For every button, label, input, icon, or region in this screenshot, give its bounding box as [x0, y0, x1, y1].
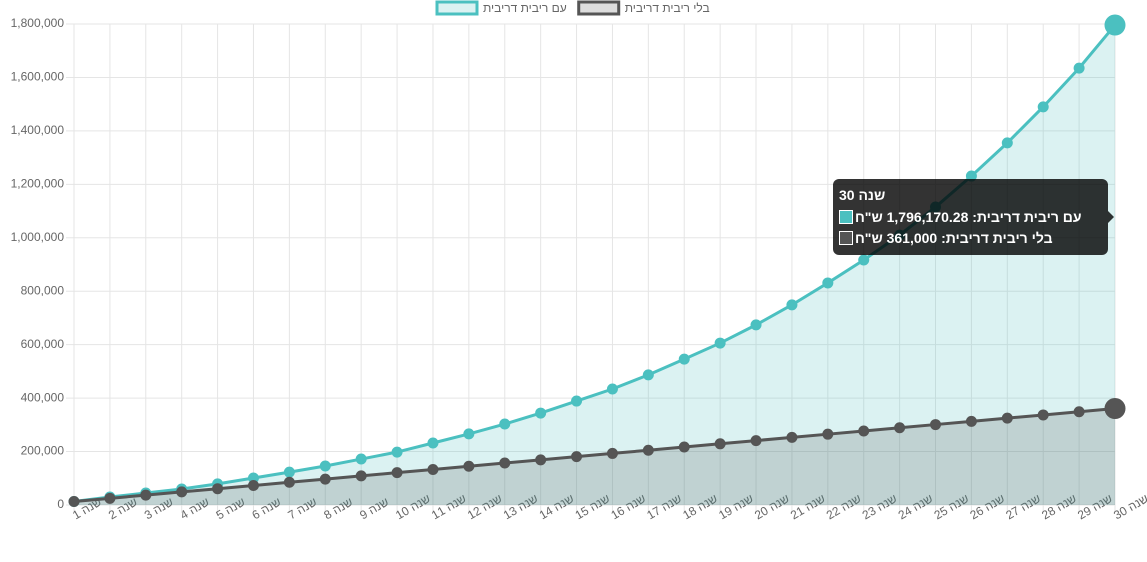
- tooltip: שנה 30 עם ריבית דריבית: 1,796,170.28 ש"ח…: [833, 179, 1114, 255]
- y-tick-label: 1,400,000: [11, 123, 65, 137]
- y-tick-label: 1,800,000: [11, 16, 65, 30]
- point: [822, 277, 834, 289]
- point: [104, 492, 116, 504]
- point: [678, 353, 690, 365]
- tooltip-swatch: [839, 230, 853, 245]
- point: [391, 467, 403, 479]
- tooltip-row: בלי ריבית דריבית: 361,000 ש"ח: [839, 227, 1102, 248]
- point: [535, 454, 547, 466]
- tooltip-row: עם ריבית דריבית: 1,796,170.28 ש"ח: [839, 206, 1102, 227]
- y-tick-label: 800,000: [21, 283, 65, 297]
- point: [499, 418, 511, 430]
- point: [858, 254, 870, 266]
- legend-label: עם ריבית דריבית: [483, 1, 567, 15]
- legend: עם ריבית דריבית בלי ריבית דריבית: [435, 0, 710, 16]
- tooltip-title: שנה 30: [839, 187, 886, 203]
- point: [930, 419, 942, 431]
- point: [714, 438, 726, 450]
- point: [1001, 412, 1013, 424]
- tooltip-item: עם ריבית דריבית: 1,796,170.28 ש"ח: [855, 208, 1082, 225]
- point: [355, 453, 367, 465]
- point: [1037, 101, 1049, 113]
- point: [750, 319, 762, 331]
- point: [1073, 62, 1085, 74]
- point: [1073, 406, 1085, 418]
- point: [391, 446, 403, 458]
- point: [822, 428, 834, 440]
- point: [355, 470, 367, 482]
- point: [894, 422, 906, 434]
- point: [965, 415, 977, 427]
- point: [463, 460, 475, 472]
- y-tick-label: 1,600,000: [11, 70, 65, 84]
- legend-swatch: [435, 0, 479, 16]
- point: [283, 466, 295, 478]
- point: [1037, 409, 1049, 421]
- tooltip-item: בלי ריבית דריבית: 361,000 ש"ח: [855, 229, 1053, 246]
- point: [642, 444, 654, 456]
- legend-swatch: [577, 0, 621, 16]
- point: [1104, 398, 1126, 420]
- point: [427, 437, 439, 449]
- y-tick-label: 1,200,000: [11, 177, 65, 191]
- point: [714, 337, 726, 349]
- point: [212, 483, 224, 495]
- point: [786, 299, 798, 311]
- point: [319, 460, 331, 472]
- tooltip-swatch: [839, 209, 853, 224]
- point: [606, 383, 618, 395]
- point: [427, 463, 439, 475]
- point: [319, 473, 331, 485]
- y-tick-label: 0: [57, 497, 64, 511]
- point: [786, 431, 798, 443]
- point: [571, 451, 583, 463]
- y-tick-label: 200,000: [21, 444, 65, 458]
- line: [73, 407, 1116, 504]
- x-tick-label: שנה 30: [1111, 491, 1147, 522]
- area: [74, 25, 1115, 506]
- point: [642, 369, 654, 381]
- point: [858, 425, 870, 437]
- point: [140, 489, 152, 501]
- y-tick-label: 400,000: [21, 390, 65, 404]
- point: [678, 441, 690, 453]
- y-tick-label: 1,000,000: [11, 230, 65, 244]
- point: [283, 476, 295, 488]
- point: [68, 496, 80, 508]
- point: [571, 395, 583, 407]
- point: [176, 486, 188, 498]
- point: [247, 479, 259, 491]
- point: [606, 447, 618, 459]
- point: [463, 428, 475, 440]
- legend-label: בלי ריבית דריבית: [625, 1, 710, 15]
- y-tick-label: 600,000: [21, 337, 65, 351]
- point: [499, 457, 511, 469]
- point: [750, 435, 762, 447]
- point: [535, 407, 547, 419]
- point: [1104, 14, 1126, 36]
- point: [1001, 137, 1013, 149]
